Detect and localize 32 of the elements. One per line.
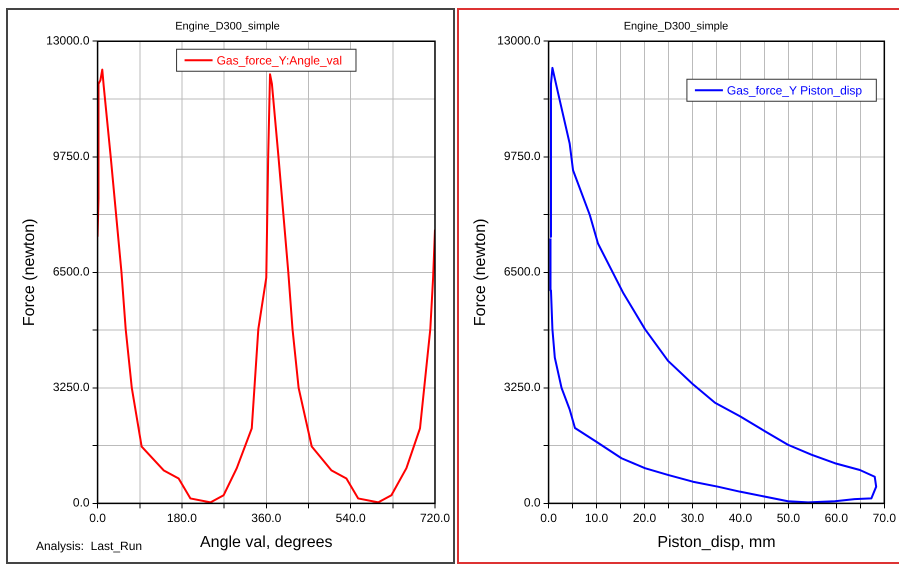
x-axis-title: Angle val, degrees xyxy=(200,534,333,551)
y-tick-label: 3250.0 xyxy=(52,380,90,394)
y-tick-label: 13000.0 xyxy=(497,34,541,48)
y-tick-label: 9750.0 xyxy=(504,149,541,164)
chart-title: Engine_D300_simple xyxy=(624,20,728,33)
y-axis-title: Force (newton) xyxy=(472,218,490,326)
x-tick-label: 360.0 xyxy=(251,510,282,525)
y-tick-label: 3250.0 xyxy=(504,380,541,394)
x-tick-label: 30.0 xyxy=(680,510,704,525)
x-tick-label: 40.0 xyxy=(728,510,752,525)
chart-title: Engine_D300_simple xyxy=(175,20,280,33)
y-tick-label: 6500.0 xyxy=(504,264,541,279)
x-tick-label: 50.0 xyxy=(776,510,800,525)
x-tick-label: 60.0 xyxy=(824,510,848,525)
y-tick-label: 0.0 xyxy=(524,496,541,510)
y-tick-label: 6500.0 xyxy=(52,264,90,279)
text: Analysis: Last_Run xyxy=(36,539,142,553)
x-axis-title: Piston_disp, mm xyxy=(657,534,776,551)
legend-label: Gas_force_Y:Angle_val xyxy=(216,54,342,68)
y-tick-label: 13000.0 xyxy=(46,34,90,48)
x-tick-label: 10.0 xyxy=(584,510,609,525)
legend-label: Gas_force_Y Piston_disp xyxy=(726,84,862,98)
y-axis-title: Force (newton) xyxy=(21,218,38,326)
x-tick-label: 180.0 xyxy=(166,510,198,525)
x-tick-label: 0.0 xyxy=(89,510,106,525)
x-tick-label: 720.0 xyxy=(420,510,450,525)
y-tick-label: 9750.0 xyxy=(52,149,90,164)
x-tick-label: 70.0 xyxy=(872,510,896,525)
y-tick-label: 0.0 xyxy=(72,496,90,510)
x-tick-label: 20.0 xyxy=(632,510,657,525)
x-tick-label: 0.0 xyxy=(540,510,558,525)
x-tick-label: 540.0 xyxy=(336,510,366,525)
